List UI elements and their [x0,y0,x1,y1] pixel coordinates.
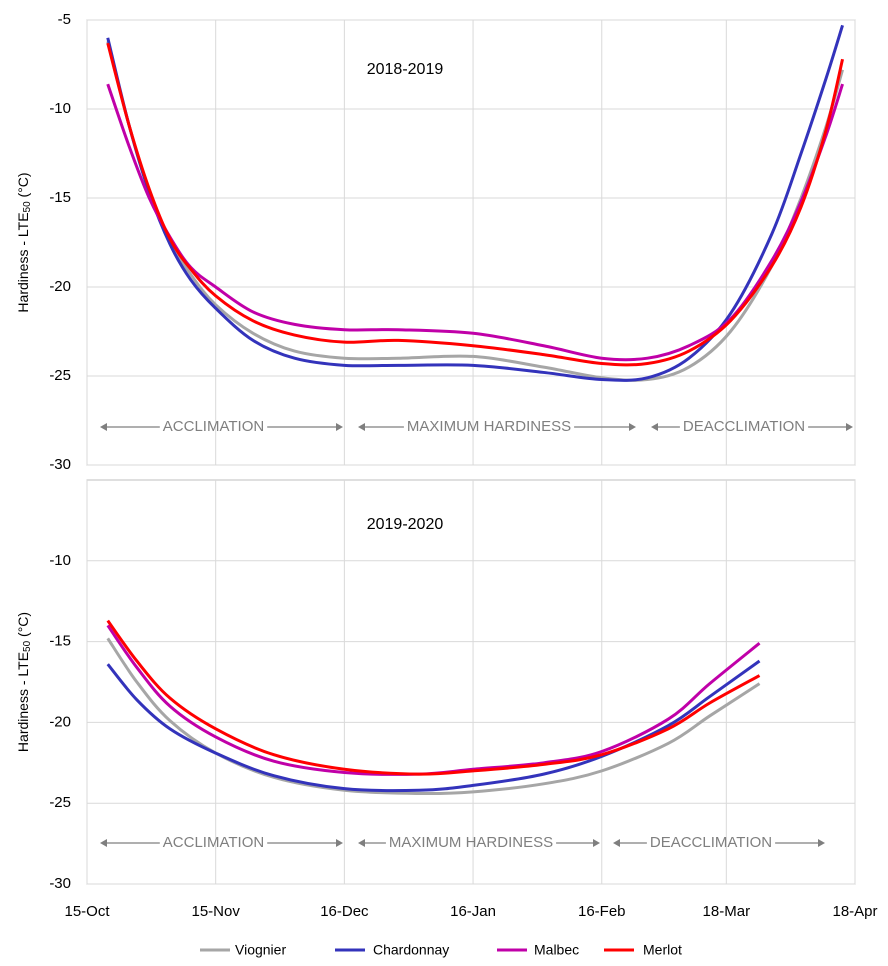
series-line [106,659,761,793]
phase-label: DEACCLIMATION [683,418,805,435]
panel-title: 2018-2019 [367,61,444,78]
plot-frame [86,19,856,466]
y-tick-label: -30 [49,456,71,473]
x-tick-label: 16-Dec [320,903,369,920]
y-axis-label: Hardiness - LTE50 (°C) [15,612,33,752]
y-label-unit: (°C) [15,612,31,637]
x-tick-label: 16-Jan [450,903,496,920]
y-label-subscript: 50 [22,640,33,652]
arrow-head [358,423,365,431]
x-tick-label: 18-Mar [703,903,751,920]
phase-label: ACCLIMATION [163,418,264,435]
series-line [106,619,761,776]
y-label-unit: (°C) [15,172,31,197]
y-tick-label: -30 [49,875,71,892]
x-tick-label: 15-Oct [64,903,110,920]
y-tick-label: -10 [49,552,71,569]
phase-label: ACCLIMATION [163,834,264,851]
arrow-head [336,839,343,847]
phase-label: MAXIMUM HARDINESS [389,834,553,851]
y-tick-label: -5 [58,11,71,28]
y-tick-label: -10 [49,100,71,117]
arrow-head [613,839,620,847]
plot-frame [86,479,856,885]
arrow-head [629,423,636,431]
legend-label: Malbec [534,942,579,958]
arrow-head [846,423,853,431]
x-tick-label: 18-Apr [832,903,877,920]
panel-title: 2019-2020 [367,516,444,533]
arrow-head [100,839,107,847]
x-tick-label: 16-Feb [578,903,626,920]
y-tick-label: -25 [49,367,71,384]
y-tick-label: -20 [49,713,71,730]
y-axis-label: Hardiness - LTE50 (°C) [15,172,33,312]
series-line [106,42,845,367]
series-line [106,637,761,796]
y-tick-label: -15 [49,189,71,206]
legend-label: Merlot [643,942,682,958]
y-label-text: Hardiness - LTE [15,652,31,752]
series-line [106,40,844,382]
x-tick-label: 15-Nov [192,903,241,920]
y-label-subscript: 50 [22,201,33,213]
arrow-head [358,839,365,847]
y-label-text: Hardiness - LTE [15,212,31,312]
arrow-head [593,839,600,847]
arrow-head [100,423,107,431]
series-line [106,624,761,776]
phase-label: MAXIMUM HARDINESS [407,418,571,435]
phase-label: DEACCLIMATION [650,834,772,851]
arrow-head [818,839,825,847]
legend-label: Chardonnay [373,942,449,958]
y-tick-label: -20 [49,278,71,295]
y-tick-label: -15 [49,633,71,650]
arrow-head [336,423,343,431]
arrow-head [651,423,658,431]
legend-label: Viognier [235,942,286,958]
series-line [106,24,844,382]
y-tick-label: -25 [49,794,71,811]
